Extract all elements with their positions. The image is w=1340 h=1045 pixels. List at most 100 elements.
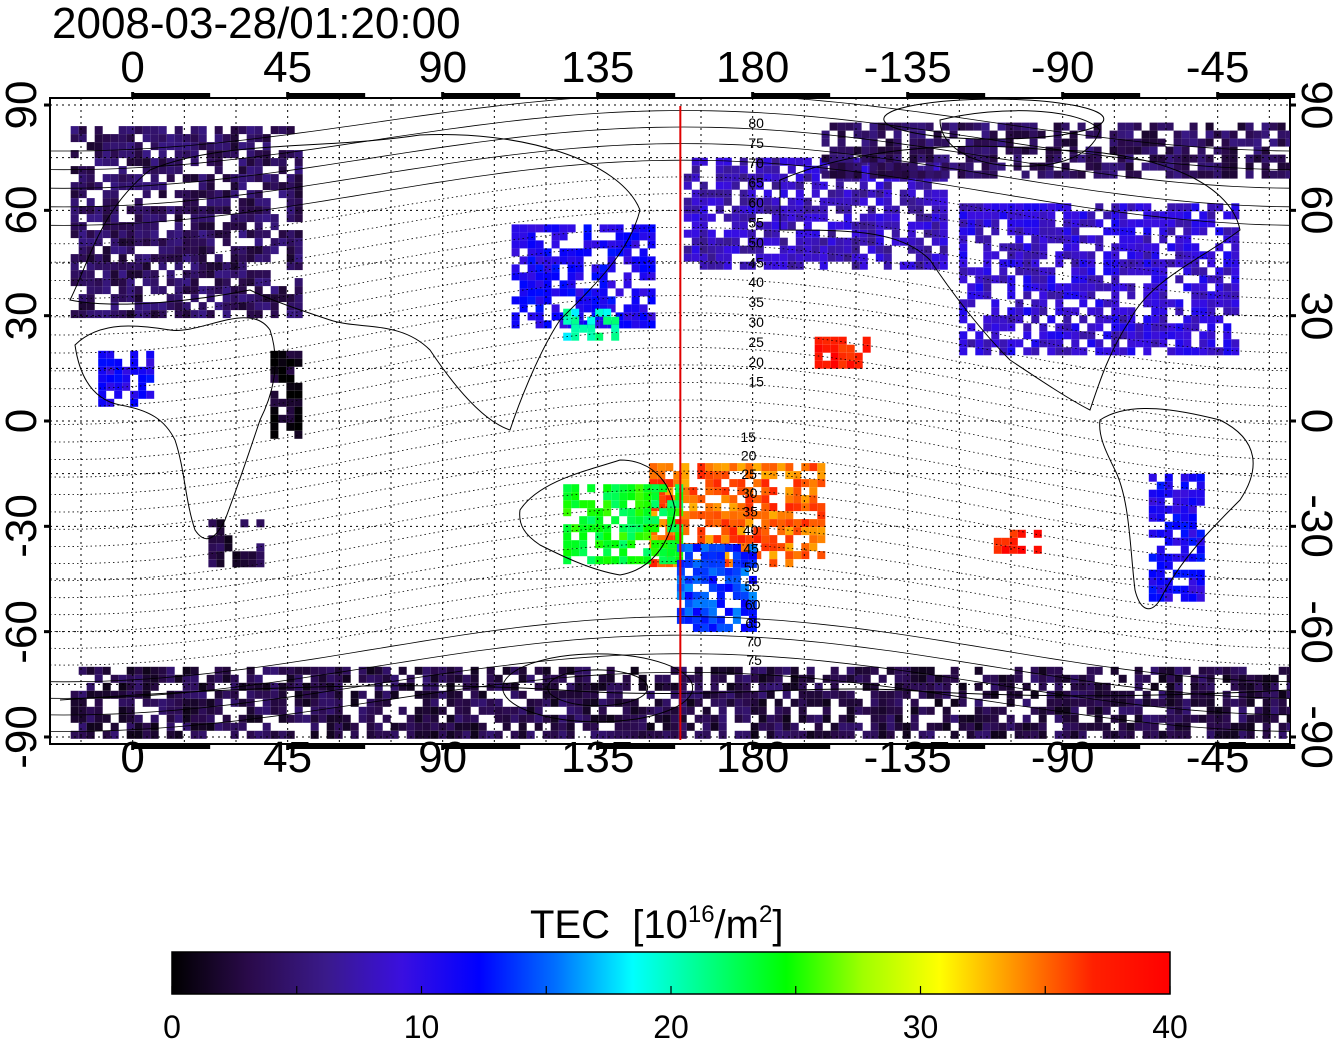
tec-cell — [214, 666, 223, 675]
tec-cell — [627, 516, 636, 525]
tec-cell — [726, 682, 735, 691]
tec-cell — [190, 246, 199, 255]
tec-cell — [867, 245, 876, 254]
tec-cell — [785, 471, 794, 480]
tec-cell — [809, 535, 818, 544]
tec-cell — [1174, 706, 1183, 715]
frame-bar-top — [1217, 93, 1296, 98]
tec-cell — [486, 698, 495, 707]
tec-cell — [567, 248, 576, 257]
tec-cell — [607, 264, 616, 273]
tec-cell — [150, 682, 159, 691]
tec-cell — [1062, 698, 1071, 707]
tec-cell — [678, 706, 687, 715]
tec-cell — [579, 516, 588, 525]
tec-cell — [1164, 561, 1173, 570]
tec-cell — [446, 730, 455, 739]
tec-cell — [110, 158, 119, 167]
tec-cell — [550, 698, 559, 707]
tec-cell — [166, 674, 175, 683]
tec-cell — [262, 278, 271, 287]
tec-cell — [406, 730, 415, 739]
tec-cell — [575, 320, 584, 329]
tec-cell — [230, 142, 239, 151]
tec-cell — [811, 237, 820, 246]
tec-cell — [190, 294, 199, 303]
tec-cell — [745, 511, 754, 520]
tec-cell — [830, 730, 839, 739]
tec-cell — [1013, 130, 1022, 139]
tec-cell — [270, 302, 279, 311]
tec-cell — [486, 666, 495, 675]
tec-cell — [697, 463, 706, 472]
tec-cell — [1085, 154, 1094, 163]
tec-cell — [238, 174, 247, 183]
tec-cell — [615, 240, 624, 249]
tec-cell — [1031, 243, 1040, 252]
tec-cell — [198, 706, 207, 715]
tec-cell — [527, 248, 536, 257]
contour-label-lower: 25 — [741, 466, 757, 482]
tec-cell — [766, 690, 775, 699]
tec-cell — [1172, 569, 1181, 578]
tec-cell — [1095, 243, 1104, 252]
tec-cell — [571, 484, 580, 493]
tec-cell — [875, 237, 884, 246]
tec-cell — [1167, 299, 1176, 308]
tec-cell — [1062, 706, 1071, 715]
tec-cell — [1180, 489, 1189, 498]
tec-cell — [787, 197, 796, 206]
tec-cell — [150, 134, 159, 143]
tec-cell — [198, 302, 207, 311]
tec-cell — [534, 666, 543, 675]
lon-label-bottom: 90 — [418, 733, 468, 782]
tec-cell — [278, 286, 287, 295]
tec-cell — [1055, 291, 1064, 300]
tec-cell — [591, 240, 600, 249]
tec-cell — [675, 484, 684, 493]
tec-cell — [551, 288, 560, 297]
tec-cell — [262, 730, 271, 739]
tec-cell — [1071, 339, 1080, 348]
tec-cell — [134, 254, 143, 263]
tec-cell — [214, 166, 223, 175]
tec-cell — [535, 320, 544, 329]
tec-cell — [822, 336, 831, 345]
tec-cell — [785, 535, 794, 544]
tec-cell — [630, 698, 639, 707]
tec-cell — [1046, 698, 1055, 707]
tec-cell — [675, 492, 684, 501]
tec-cell — [827, 221, 836, 230]
tec-cell — [102, 286, 111, 295]
tec-cell — [1009, 529, 1018, 538]
tec-cell — [1175, 275, 1184, 284]
tec-cell — [684, 615, 693, 624]
tec-cell — [785, 503, 794, 512]
tec-cell — [550, 690, 559, 699]
tec-cell — [1156, 585, 1165, 594]
tec-cell — [278, 294, 287, 303]
tec-cell — [278, 126, 287, 135]
tec-cell — [146, 374, 155, 383]
tec-cell — [182, 722, 191, 731]
tec-cell — [575, 304, 584, 313]
tec-cell — [86, 682, 95, 691]
tec-cell — [915, 197, 924, 206]
tec-cell — [206, 190, 215, 199]
tec-cell — [190, 174, 199, 183]
contour-label-lower: 50 — [744, 559, 760, 575]
colorbar-title: TEC [1016/m2] — [530, 893, 783, 947]
tec-cell — [198, 246, 207, 255]
tec-cell — [675, 532, 684, 541]
tec-cell — [1054, 698, 1063, 707]
tec-cell — [983, 243, 992, 252]
tec-cell — [721, 511, 730, 520]
tec-cell — [869, 130, 878, 139]
tec-cell — [422, 706, 431, 715]
tec-cell — [567, 264, 576, 273]
tec-cell — [150, 206, 159, 215]
tec-cell — [446, 722, 455, 731]
tec-cell — [574, 682, 583, 691]
tec-cell — [1093, 154, 1102, 163]
tec-cell — [1071, 235, 1080, 244]
